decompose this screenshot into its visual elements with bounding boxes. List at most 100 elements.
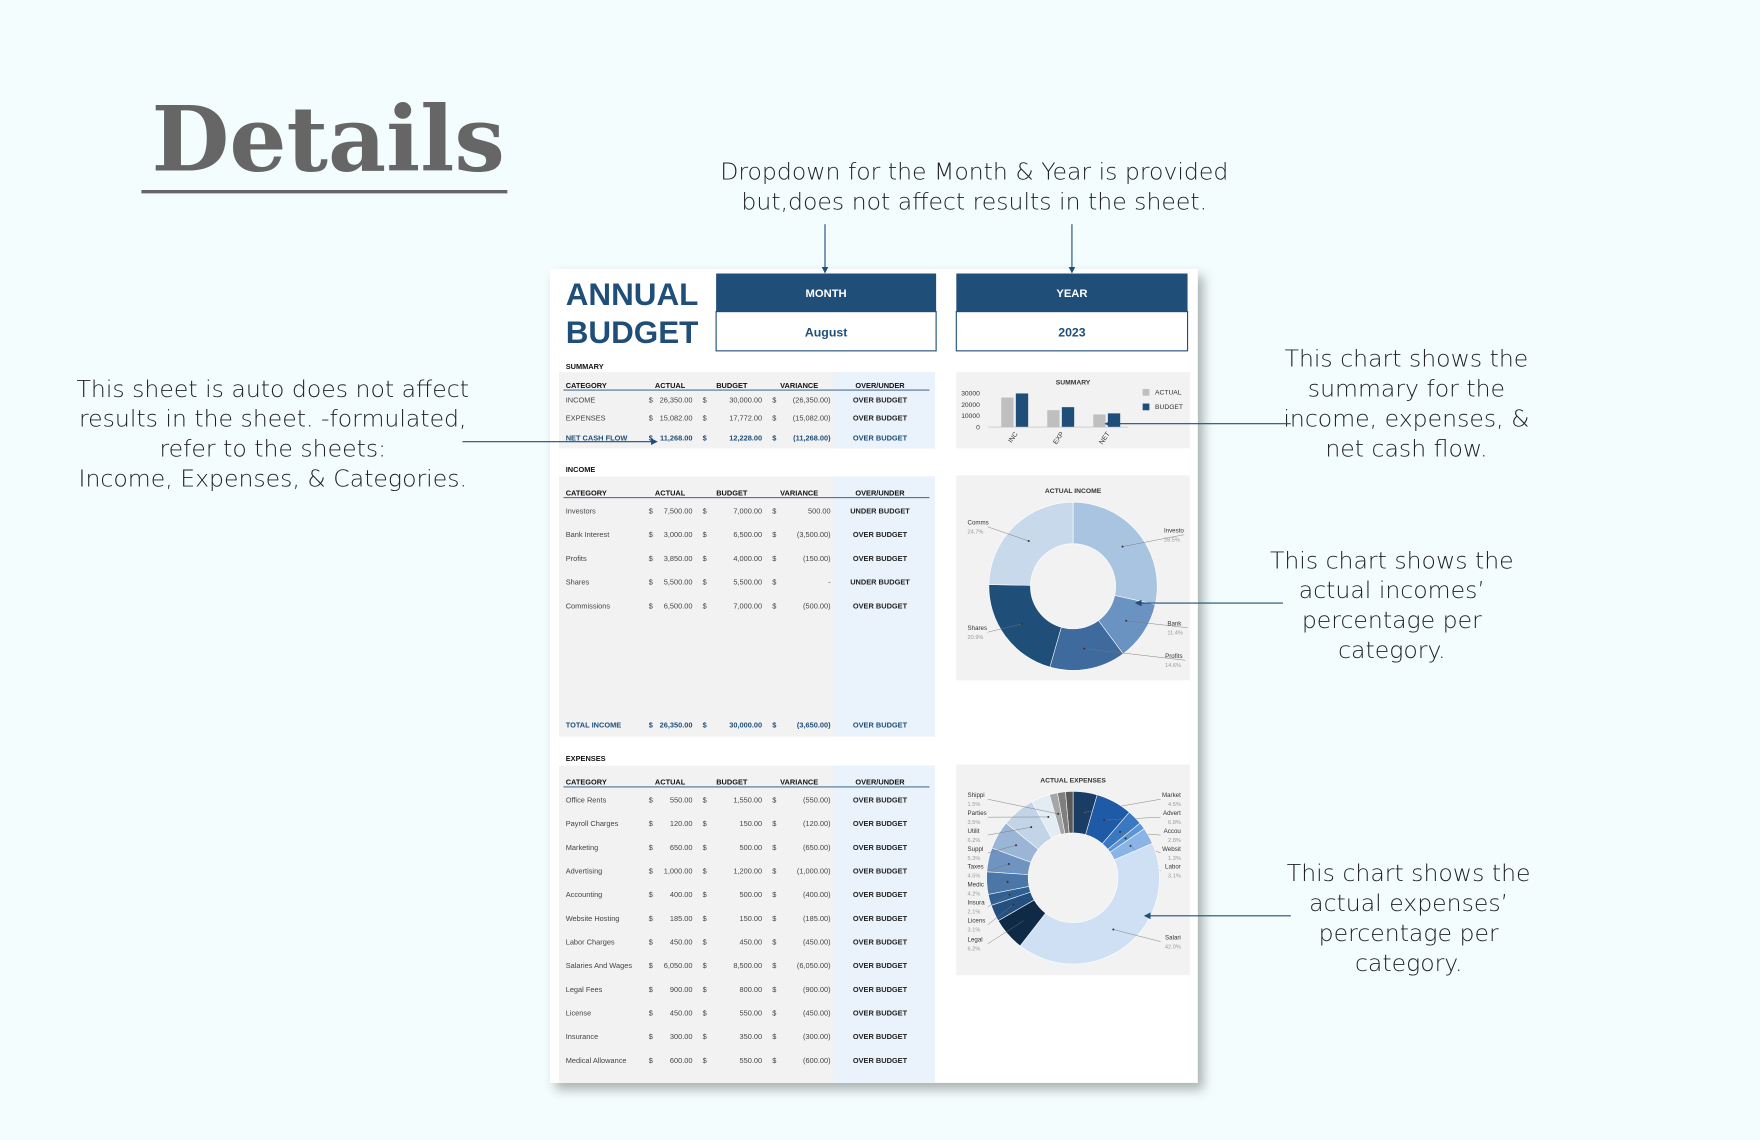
table-cell: License [566, 1008, 592, 1017]
table-cell: EXPENSES [566, 413, 606, 422]
table-cell: 900.00 [670, 985, 693, 994]
table-cell: $ [772, 819, 776, 828]
table-cell: $ [772, 867, 776, 876]
bar [1015, 393, 1029, 428]
total-cell: $ [703, 720, 707, 729]
table-cell: $ [703, 914, 707, 923]
annotation-text: This chart shows the [1285, 345, 1529, 373]
leader-line [987, 904, 1014, 925]
table-cell: 30,000.00 [729, 395, 762, 404]
table-cell: (15,082.00) [793, 413, 831, 422]
slice-value-label: 3.1% [968, 928, 981, 934]
status-column-background [832, 765, 935, 1083]
leader-dot [1012, 903, 1015, 906]
leader-dot [1083, 647, 1086, 650]
column-header: BUDGET [716, 488, 748, 497]
slice-label: Investo [1164, 527, 1184, 534]
table-cell: $ [649, 867, 653, 876]
column-header: ACTUAL [655, 488, 686, 497]
column-header: CATEGORY [566, 778, 607, 787]
table-cell: (450.00) [803, 1008, 831, 1017]
column-header: VARIANCE [780, 778, 818, 787]
total-cell: $ [649, 720, 653, 729]
table-cell: OVER BUDGET [853, 554, 908, 563]
slice-label: Labor [1165, 864, 1181, 871]
year-header [956, 273, 1188, 312]
slice-value-label: 14.6% [1165, 663, 1181, 669]
slice-label: Licens [968, 918, 986, 925]
table-cell: $ [649, 796, 653, 805]
table-cell: Office Rents [566, 796, 607, 805]
bar [1107, 413, 1121, 428]
table-cell: 3,000.00 [664, 530, 693, 539]
leader-dot [1027, 540, 1030, 543]
table-cell: $ [703, 578, 707, 587]
table-cell: 8,500.00 [733, 961, 762, 970]
table-cell: (500.00) [803, 601, 831, 610]
table-cell: $ [649, 506, 653, 515]
table-cell: Website Hosting [566, 914, 620, 923]
slice-value-label: 2.8% [1168, 838, 1181, 844]
table-cell: Legal Fees [566, 985, 603, 994]
table-cell: 17,772.00 [729, 413, 762, 422]
total-cell: 11,268.00 [660, 434, 693, 443]
slice-label: Comms [968, 520, 989, 527]
table-cell: $ [703, 985, 707, 994]
table-cell: OVER BUDGET [853, 413, 908, 422]
section-title: EXPENSES [566, 754, 606, 763]
annotation-text: summary for the [1308, 374, 1505, 402]
y-tick-label: 0 [976, 424, 980, 431]
table-cell: Salaries And Wages [566, 961, 633, 970]
table-cell: UNDER BUDGET [850, 578, 910, 587]
chart-title: ACTUAL EXPENSES [1040, 777, 1106, 784]
table-cell: $ [649, 985, 653, 994]
table-cell: 5,500.00 [664, 578, 693, 587]
sheet-title: ANNUAL [566, 277, 699, 312]
table-cell: (185.00) [803, 914, 831, 923]
leader-line [987, 920, 1024, 945]
table-cell: Labor Charges [566, 938, 615, 947]
y-tick-label: 30000 [961, 391, 980, 398]
annotation-text: actual expenses’ [1309, 889, 1508, 917]
table-cell: (1,000.00) [797, 867, 831, 876]
annotation-text: percentage per [1319, 919, 1499, 947]
table-cell: $ [772, 601, 776, 610]
table-cell: 3,850.00 [664, 554, 693, 563]
table-cell: OVER BUDGET [853, 843, 908, 852]
legend-label: ACTUAL [1155, 390, 1182, 397]
table-cell: $ [649, 1032, 653, 1041]
leader-dot [1121, 545, 1124, 548]
annotation-text: This sheet is auto does not affect [77, 375, 469, 403]
leader-dot [1112, 928, 1115, 931]
annotation-text: results in the sheet. -formulated, [79, 405, 467, 433]
slice-value-label: 4.2% [968, 892, 981, 898]
slice-value-label: 6.8% [1168, 820, 1181, 826]
table-cell: UNDER BUDGET [850, 506, 910, 515]
table-cell: $ [649, 1056, 653, 1065]
table-cell: Advertising [566, 867, 603, 876]
table-cell: $ [703, 554, 707, 563]
table-cell: 650.00 [670, 843, 693, 852]
table-cell: OVER BUDGET [853, 985, 908, 994]
leader-dot [1129, 844, 1132, 847]
leader-dot [1022, 919, 1025, 922]
month-dropdown[interactable] [715, 311, 937, 352]
table-cell: $ [649, 819, 653, 828]
leader-dot [1047, 815, 1050, 818]
table-cell: 6,050.00 [664, 961, 693, 970]
total-cell: (3,650.00) [797, 720, 831, 729]
table-cell: (900.00) [803, 985, 831, 994]
table-cell: OVER BUDGET [853, 796, 908, 805]
table-cell: 500.00 [808, 506, 831, 515]
table-cell: OVER BUDGET [853, 1056, 908, 1065]
year-dropdown[interactable] [955, 311, 1189, 352]
leader-line [1126, 620, 1188, 628]
table-cell: 550.00 [740, 1008, 763, 1017]
slice-value-label: 20.9% [968, 635, 984, 641]
table-cell: $ [772, 1056, 776, 1065]
annotation-text: income, expenses, & [1283, 404, 1529, 432]
table-cell: $ [649, 890, 653, 899]
table-cell: $ [649, 601, 653, 610]
table-cell: $ [649, 914, 653, 923]
